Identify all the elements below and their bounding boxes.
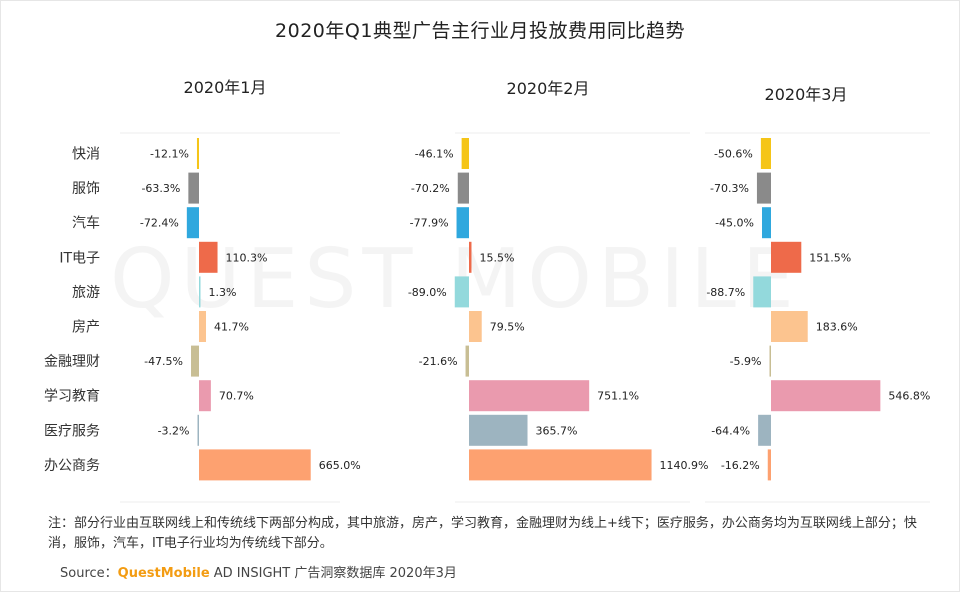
category-label: 汽车 — [72, 215, 100, 232]
data-label: -63.3% — [141, 182, 180, 195]
bar — [461, 138, 469, 169]
bar — [197, 414, 199, 446]
category-label: 房产 — [72, 320, 100, 336]
footnote: 注：部分行业由互联网线上和传统线下两部分构成，其中旅游，房产，学习教育，金融理财… — [48, 516, 917, 551]
bar — [188, 172, 199, 204]
bar — [199, 241, 218, 273]
panel-title: 2020年2月 — [507, 79, 590, 98]
category-label: 办公商务 — [44, 458, 100, 474]
data-label: -47.5% — [144, 355, 183, 368]
bar — [456, 207, 469, 239]
data-label: -3.2% — [158, 424, 190, 437]
data-label: 41.7% — [214, 321, 249, 334]
bar — [191, 345, 199, 377]
category-label: 快消 — [72, 147, 100, 163]
bar — [756, 172, 771, 204]
bar — [199, 311, 207, 342]
watermark: QUEST MOBILE — [110, 232, 800, 327]
bar — [469, 380, 590, 412]
data-label: 15.5% — [479, 251, 514, 264]
bar — [454, 276, 469, 308]
data-label: -16.2% — [721, 459, 760, 472]
bar — [769, 345, 771, 377]
data-label: 365.7% — [536, 424, 578, 437]
source-suffix: AD INSIGHT 广告洞察数据库 2020年3月 — [209, 566, 457, 581]
bar — [760, 138, 771, 169]
bar — [465, 345, 469, 377]
data-label: -12.1% — [150, 148, 189, 161]
data-label: 70.7% — [219, 390, 254, 403]
data-label: -89.0% — [408, 286, 447, 299]
data-label: -21.6% — [419, 355, 458, 368]
category-label: 旅游 — [72, 285, 100, 301]
bar — [186, 207, 199, 239]
source-line: Source：QuestMobile AD INSIGHT 广告洞察数据库 20… — [60, 562, 457, 581]
data-label: 546.8% — [888, 390, 930, 403]
data-label: -70.3% — [710, 182, 749, 195]
category-label: 金融理财 — [44, 354, 100, 370]
data-label: -45.0% — [715, 217, 754, 230]
bar — [767, 449, 771, 481]
bar — [758, 414, 771, 446]
data-label: -64.4% — [711, 424, 750, 437]
bar — [469, 414, 528, 446]
panel-title: 2020年1月 — [184, 78, 267, 97]
bar — [771, 311, 808, 342]
data-label: 79.5% — [490, 321, 525, 334]
data-label: -70.2% — [411, 182, 450, 195]
bar — [753, 276, 771, 308]
bar — [771, 241, 802, 273]
bar — [762, 207, 771, 239]
bar — [199, 276, 201, 308]
bar — [196, 138, 199, 169]
bar — [199, 449, 311, 481]
source-prefix: Source： — [60, 566, 118, 581]
data-label: 1140.9% — [660, 459, 709, 472]
data-label: 1.3% — [209, 286, 237, 299]
data-label: -50.6% — [714, 148, 753, 161]
data-label: 151.5% — [809, 251, 851, 264]
category-label: 医疗服务 — [44, 423, 100, 439]
source-brand: QuestMobile — [117, 566, 210, 581]
data-label: 751.1% — [597, 390, 639, 403]
chart-title: 2020年Q1典型广告主行业月投放费用同比趋势 — [275, 20, 685, 42]
bar — [469, 241, 472, 273]
data-label: 665.0% — [319, 459, 361, 472]
data-label: -77.9% — [410, 217, 449, 230]
bar — [469, 449, 652, 481]
data-label: 183.6% — [816, 321, 858, 334]
data-label: 110.3% — [226, 251, 268, 264]
panel-title: 2020年3月 — [765, 85, 848, 104]
data-label: -88.7% — [706, 286, 745, 299]
bar — [771, 380, 881, 412]
category-label: IT电子 — [59, 250, 100, 266]
data-label: -46.1% — [415, 148, 454, 161]
bar — [457, 172, 469, 204]
data-label: -72.4% — [140, 217, 179, 230]
bar — [469, 311, 482, 342]
category-label: 服饰 — [72, 181, 100, 197]
category-label: 学习教育 — [44, 389, 100, 405]
data-label: -5.9% — [730, 355, 762, 368]
bar — [199, 380, 211, 412]
